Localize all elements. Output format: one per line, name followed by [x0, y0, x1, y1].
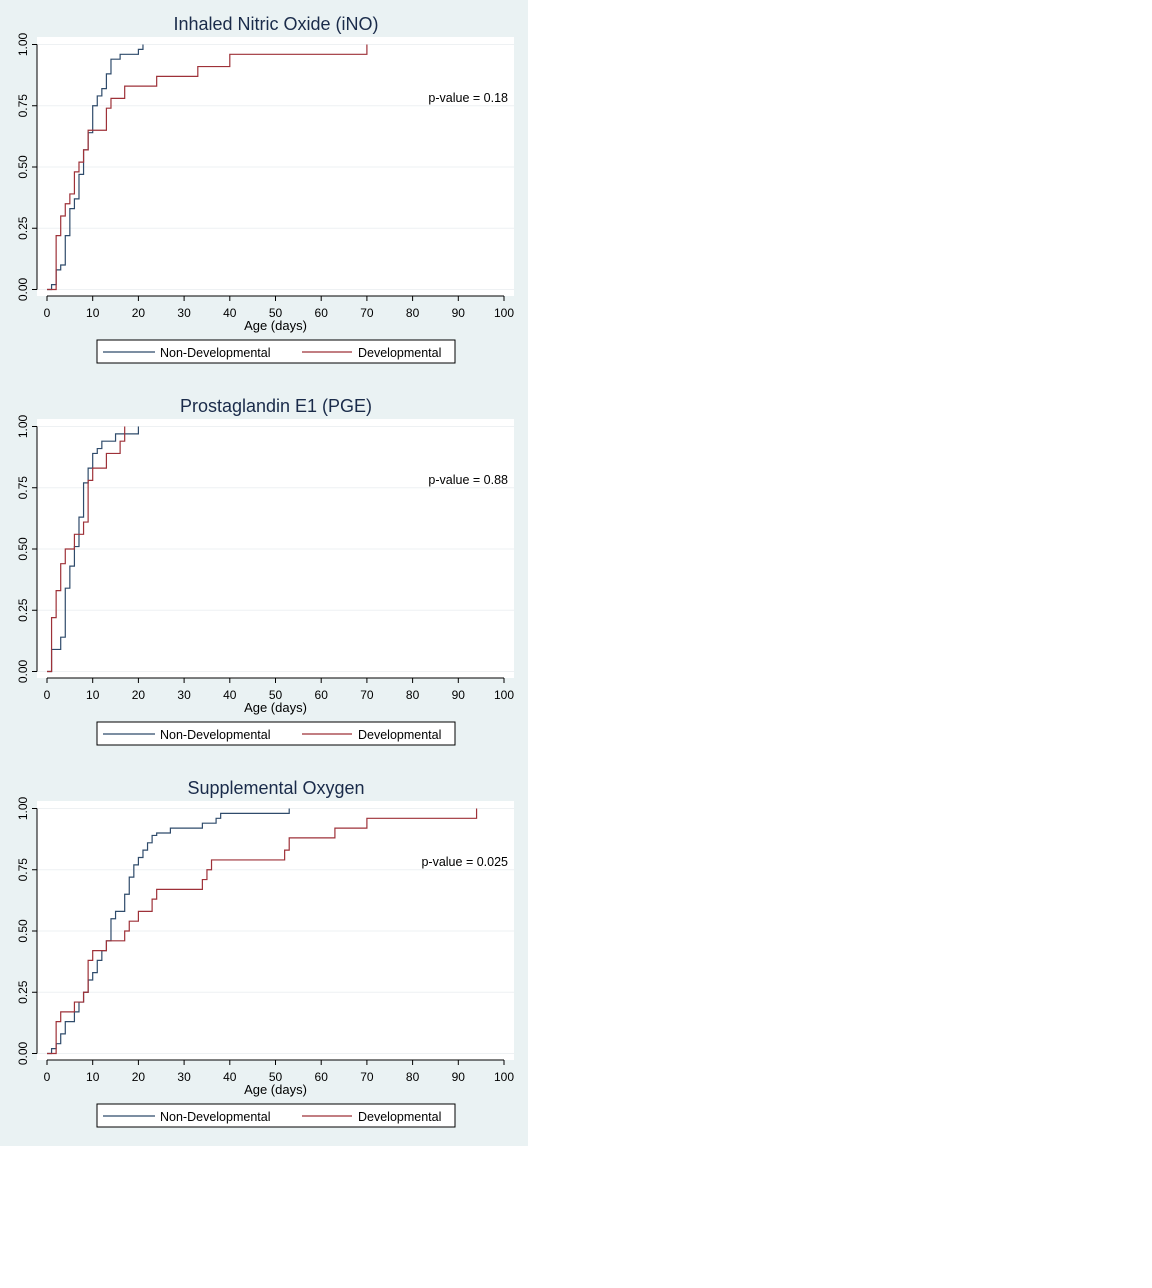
- x-axis-label: Age (days): [244, 700, 307, 715]
- legend-box: [96, 339, 456, 364]
- x-tick-label: 100: [494, 1070, 514, 1084]
- x-tick-label: 20: [132, 1070, 146, 1084]
- x-tick-label: 30: [177, 1070, 191, 1084]
- y-tick-label: 1.00: [16, 32, 30, 56]
- legend-box: [96, 721, 456, 746]
- x-tick-label: 80: [406, 306, 420, 320]
- x-tick-label: 60: [315, 688, 329, 702]
- x-axis-label: Age (days): [244, 318, 307, 333]
- chart-title: Inhaled Nitric Oxide (iNO): [173, 14, 378, 34]
- x-tick-label: 80: [406, 1070, 420, 1084]
- y-tick-label: 0.00: [16, 659, 30, 683]
- x-tick-label: 10: [86, 688, 100, 702]
- x-tick-label: 40: [223, 1070, 237, 1084]
- x-tick-label: 50: [269, 1070, 283, 1084]
- series-line-0: [47, 808, 290, 1055]
- x-tick-label: 70: [360, 688, 374, 702]
- legend-label-1: Developmental: [358, 1110, 441, 1124]
- y-tick-label: 0.75: [16, 476, 30, 500]
- x-tick-label: 60: [315, 1070, 329, 1084]
- legend-label-1: Developmental: [358, 346, 441, 360]
- x-tick-label: 20: [132, 688, 146, 702]
- x-tick-label: 20: [132, 306, 146, 320]
- x-tick-label: 90: [452, 1070, 466, 1084]
- legend-box: [96, 1103, 456, 1128]
- x-tick-label: 60: [315, 306, 329, 320]
- p-value-annotation: p-value = 0.18: [428, 91, 508, 105]
- x-tick-label: 0: [44, 1070, 51, 1084]
- x-tick-label: 100: [494, 306, 514, 320]
- p-value-annotation: p-value = 0.025: [421, 855, 508, 869]
- x-tick-label: 50: [269, 688, 283, 702]
- chart-title: Supplemental Oxygen: [187, 778, 364, 798]
- y-tick-label: 0.00: [16, 1041, 30, 1065]
- x-tick-label: 0: [44, 306, 51, 320]
- chart-title: Prostaglandin E1 (PGE): [180, 396, 372, 416]
- x-axis-label: Age (days): [244, 1082, 307, 1097]
- x-tick-label: 70: [360, 306, 374, 320]
- x-tick-label: 40: [223, 688, 237, 702]
- legend-label-0: Non-Developmental: [160, 728, 270, 742]
- x-tick-label: 0: [44, 688, 51, 702]
- chart-svg: Prostaglandin E1 (PGE) 0.00 0.25 0.50 0.75 1.…: [16, 396, 514, 746]
- y-tick-label: 0.25: [16, 980, 30, 1004]
- x-tick-label: 30: [177, 688, 191, 702]
- y-tick-label: 0.75: [16, 858, 30, 882]
- legend-label-1: Developmental: [358, 728, 441, 742]
- chart-svg: Supplemental Oxygen 0.00 0.25 0.50 0.75 1.00 0…: [16, 778, 514, 1128]
- y-tick-label: 0.50: [16, 919, 30, 943]
- x-tick-label: 90: [452, 306, 466, 320]
- x-tick-label: 50: [269, 306, 283, 320]
- x-tick-label: 10: [86, 1070, 100, 1084]
- y-tick-label: 0.75: [16, 94, 30, 118]
- x-tick-label: 100: [494, 688, 514, 702]
- panel-oxygen: Supplemental Oxygen 0.00 0.25 0.50 0.75 1.00 0…: [0, 764, 528, 1146]
- y-tick-label: 0.00: [16, 277, 30, 301]
- y-tick-label: 0.25: [16, 598, 30, 622]
- series-line-1: [47, 426, 126, 673]
- legend-label-0: Non-Developmental: [160, 1110, 270, 1124]
- y-tick-label: 0.50: [16, 155, 30, 179]
- panel-pge: Prostaglandin E1 (PGE) 0.00 0.25 0.50 0.75 1.…: [0, 382, 528, 764]
- y-tick-label: 1.00: [16, 414, 30, 438]
- panel-ino: Inhaled Nitric Oxide (iNO) 0.00 0.25 0.50 0.…: [0, 0, 528, 382]
- legend-label-0: Non-Developmental: [160, 346, 270, 360]
- x-tick-label: 30: [177, 306, 191, 320]
- series-line-1: [47, 44, 368, 291]
- y-tick-label: 0.50: [16, 537, 30, 561]
- x-tick-label: 80: [406, 688, 420, 702]
- chart-svg: Inhaled Nitric Oxide (iNO) 0.00 0.25 0.50 0.…: [16, 14, 514, 364]
- p-value-annotation: p-value = 0.88: [428, 473, 508, 487]
- y-tick-label: 1.00: [16, 796, 30, 820]
- x-tick-label: 10: [86, 306, 100, 320]
- x-tick-label: 70: [360, 1070, 374, 1084]
- figure-background: Inhaled Nitric Oxide (iNO) 0.00 0.25 0.50 0.…: [0, 0, 528, 1146]
- x-tick-label: 90: [452, 688, 466, 702]
- x-tick-label: 40: [223, 306, 237, 320]
- y-tick-label: 0.25: [16, 216, 30, 240]
- series-line-1: [47, 808, 478, 1055]
- series-line-0: [47, 426, 139, 673]
